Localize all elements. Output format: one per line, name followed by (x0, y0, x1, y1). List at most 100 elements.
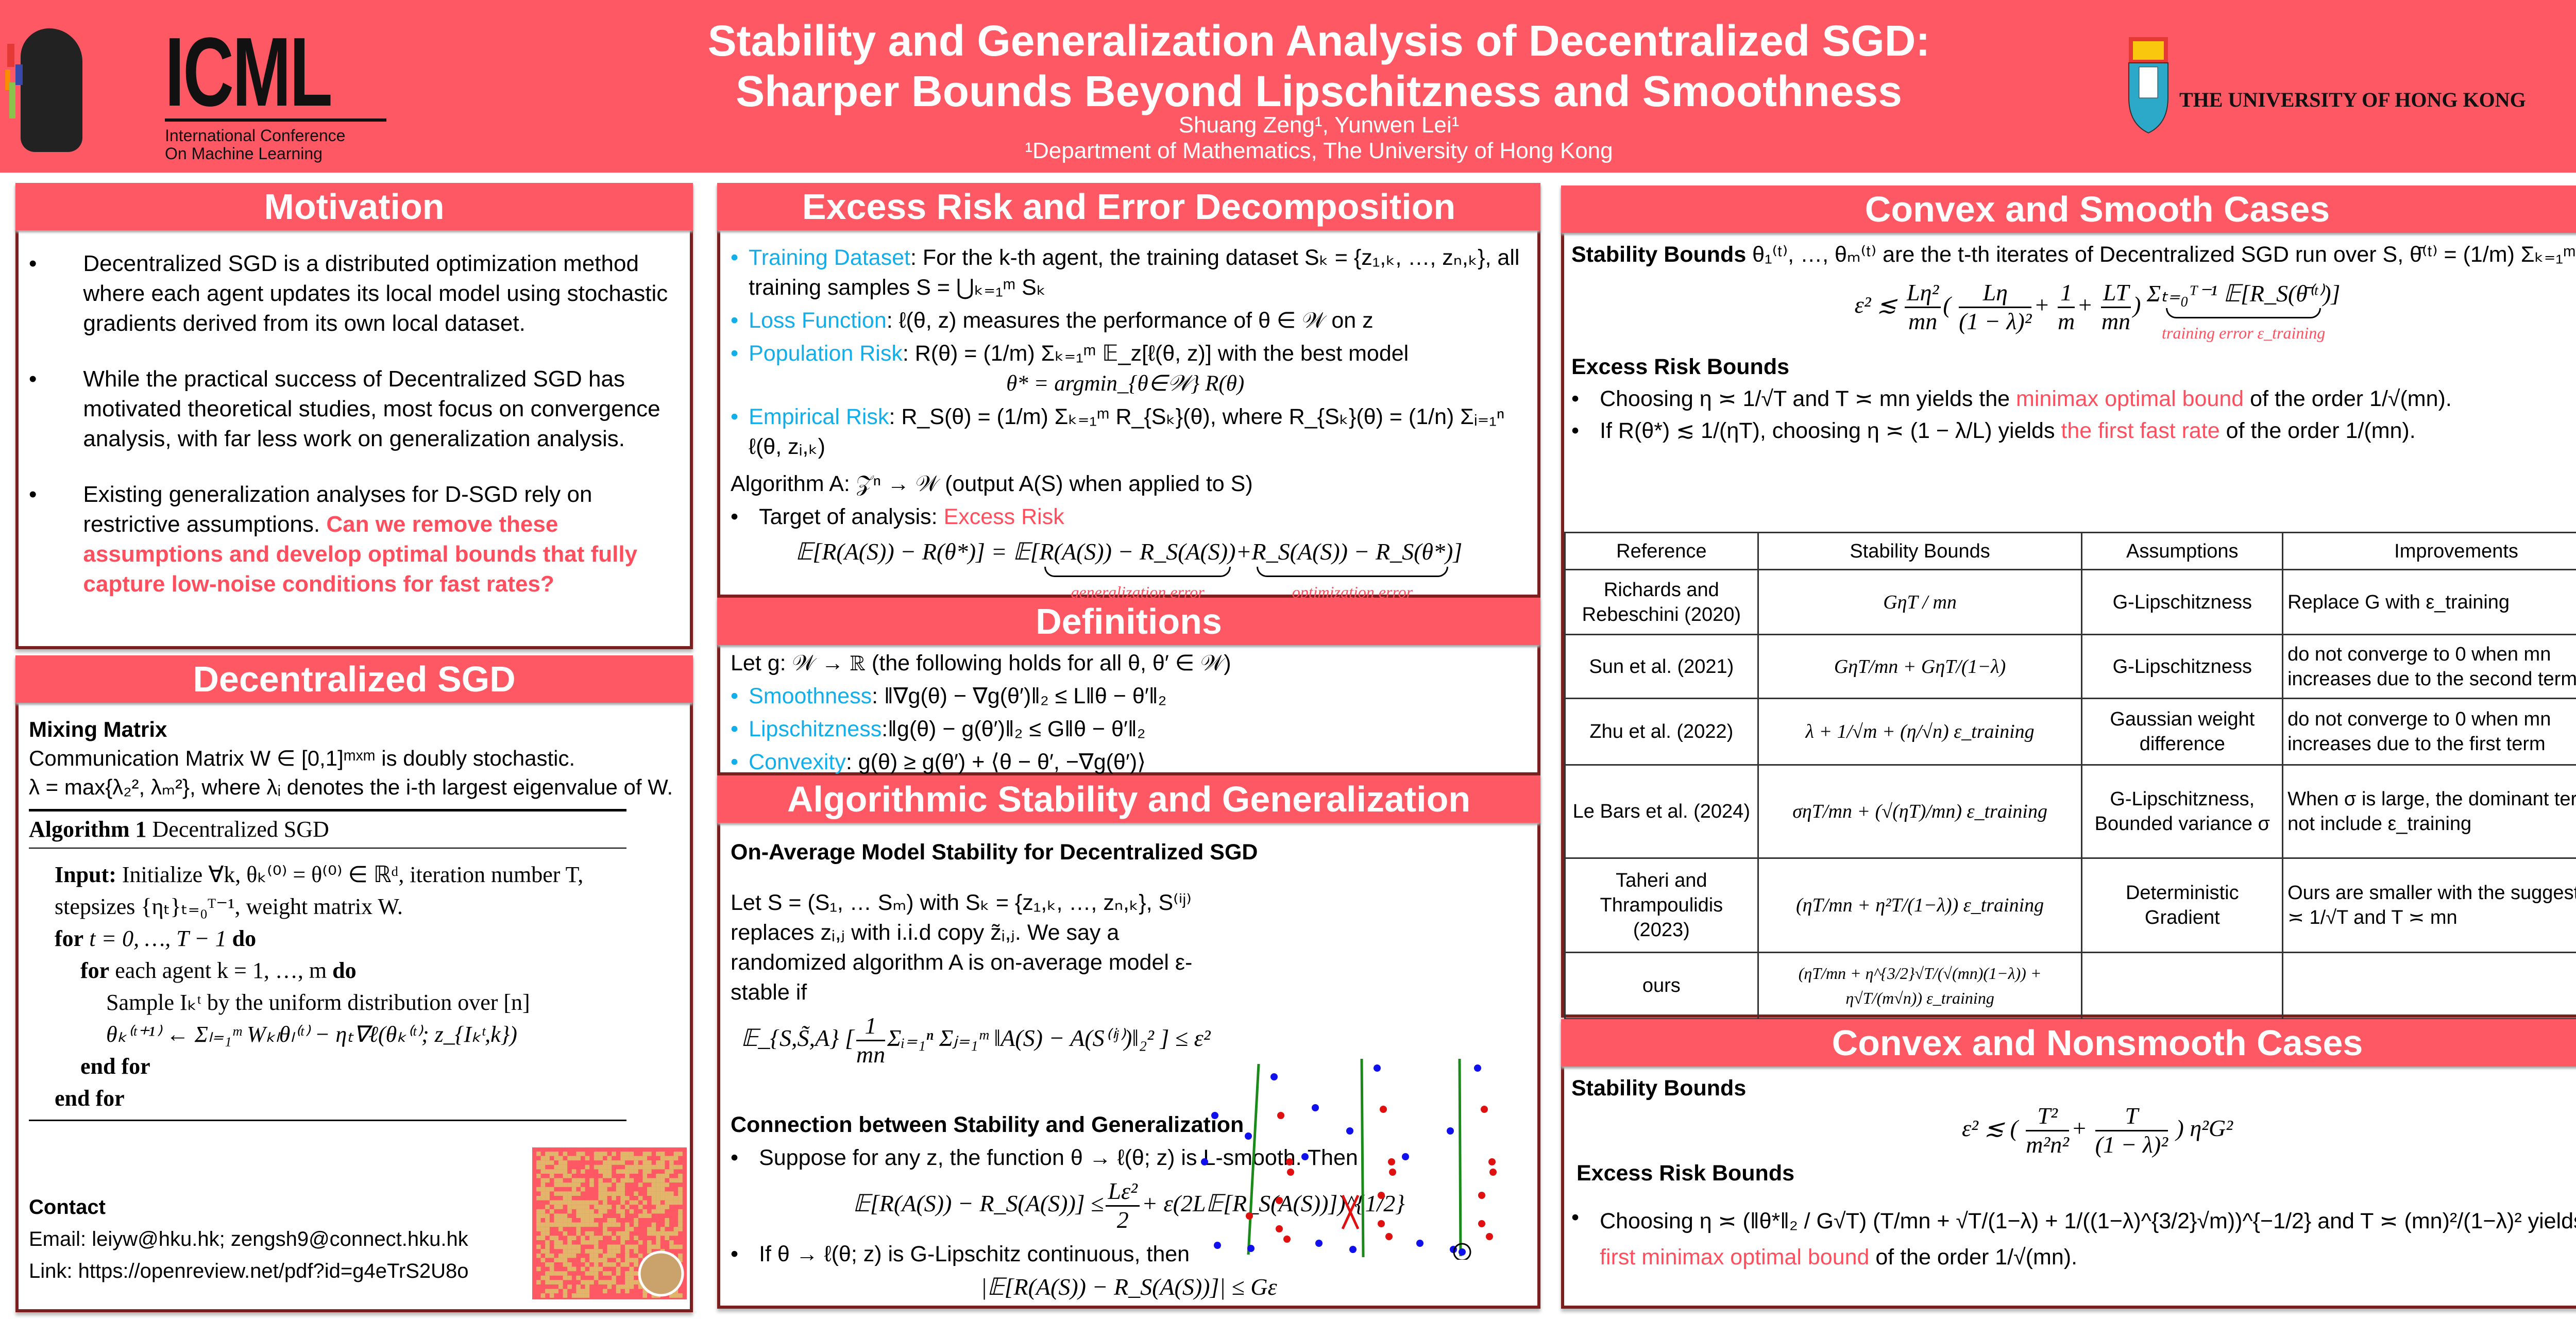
qr-module (616, 1187, 621, 1192)
qr-module (638, 1164, 643, 1170)
qr-module (549, 1253, 554, 1258)
mixing-matrix-text: Communication Matrix W ∈ [0,1]ᵐˣᵐ is dou… (29, 746, 575, 770)
qr-module (594, 1222, 599, 1227)
qr-module (616, 1222, 621, 1227)
qr-module (540, 1178, 546, 1183)
hku-crest-icon (2128, 37, 2168, 134)
qr-module (678, 1196, 683, 1200)
qr-module (554, 1164, 558, 1170)
qr-module (678, 1209, 683, 1214)
section-title: Motivation (15, 183, 693, 230)
qr-module (656, 1191, 660, 1196)
qr-module (678, 1174, 683, 1178)
qr-module (638, 1182, 643, 1187)
qr-module (576, 1231, 581, 1236)
qr-module (536, 1160, 541, 1165)
email[interactable]: Email: leiyw@hku.hk; zengsh9@connect.hku… (29, 1228, 468, 1250)
qr-module (625, 1249, 630, 1254)
qr-module (536, 1253, 541, 1258)
qr-module (567, 1191, 572, 1196)
qr-module (558, 1164, 563, 1170)
table-row: Le Bars et al. (2024) σηT/mn + (√(ηT)/mn)… (1564, 764, 2576, 859)
qr-module (678, 1244, 683, 1249)
qr-module (540, 1222, 546, 1227)
qr-module (571, 1266, 577, 1272)
qr-module (673, 1244, 679, 1249)
list-item: • Lipschitzness:‖g(θ) − g(θ′)‖₂ ≤ G‖θ − θ… (731, 717, 1146, 741)
qr-module (607, 1253, 612, 1258)
qr-module (625, 1258, 630, 1262)
qr-module (660, 1160, 665, 1165)
qr-module (598, 1266, 603, 1272)
qr-module (598, 1152, 603, 1156)
qr-module (665, 1156, 669, 1161)
qr-module (616, 1258, 621, 1262)
qr-module (589, 1266, 594, 1272)
qr-module (549, 1222, 554, 1227)
section-title: Convex and Nonsmooth Cases (1561, 1019, 2576, 1067)
qr-module (563, 1152, 568, 1156)
table-header-row: Reference Stability Bounds Assumptions Impr… (1564, 532, 2576, 570)
qr-module (540, 1258, 546, 1262)
qr-module (634, 1164, 638, 1170)
qr-module (545, 1222, 550, 1227)
qr-module (585, 1231, 590, 1236)
qr-module (629, 1275, 634, 1280)
qr-module (665, 1200, 669, 1205)
qr-module (634, 1258, 638, 1262)
section-title: Definitions (717, 598, 1540, 645)
qr-module (651, 1187, 656, 1192)
stability-illustration (1201, 1058, 1497, 1260)
qr-module (549, 1236, 554, 1240)
section-title: Excess Risk and Error Decomposition (717, 183, 1540, 230)
list-item: • Suppose for any z, the function θ → ℓ(θ… (731, 1145, 1358, 1170)
qr-module (581, 1187, 585, 1192)
qr-module (576, 1284, 581, 1289)
section-title: Algorithmic Stability and Generalization (717, 775, 1540, 823)
qr-module (612, 1191, 616, 1196)
qr-module (665, 1205, 669, 1209)
qr-module (589, 1236, 594, 1240)
list-item: • Existing generalization analyses for D-… (29, 482, 638, 597)
qr-module (554, 1240, 558, 1245)
paper-link[interactable]: Link: https://openreview.net/pdf?id=g4eT… (29, 1260, 469, 1282)
qr-module (585, 1249, 590, 1254)
list-item: • Population Risk: R(θ) = (1/m) Σₖ₌₁ᵐ 𝔼_z… (731, 341, 1409, 396)
icml-subtitle: On Machine Learning (165, 144, 323, 163)
qr-module (629, 1169, 634, 1174)
qr-module (581, 1218, 585, 1223)
qr-module (567, 1222, 572, 1227)
list-item: • Choosing η ≍ 1/√T and T ≍ mn yields the… (1571, 386, 2452, 411)
qr-module (629, 1244, 634, 1249)
qr-module (665, 1191, 669, 1196)
qr-module (678, 1200, 683, 1205)
qr-module (567, 1244, 572, 1249)
qr-module (607, 1218, 612, 1223)
icml-logo: ICML International Conference On Machine… (5, 21, 397, 163)
qr-module (616, 1160, 621, 1165)
qr-module (642, 1200, 647, 1205)
qr-module (660, 1227, 665, 1231)
qr-module (567, 1182, 572, 1187)
qr-module (585, 1289, 590, 1294)
qr-module (620, 1156, 625, 1161)
qr-module (581, 1266, 585, 1272)
qr-module (563, 1271, 568, 1276)
qr-module (673, 1156, 679, 1161)
qr-module (603, 1209, 607, 1214)
qr-module (540, 1160, 546, 1165)
qr-module (629, 1227, 634, 1231)
affiliation: ¹Department of Mathematics, The Universi… (1025, 138, 1613, 163)
qr-module (678, 1191, 683, 1196)
qr-module (607, 1262, 612, 1267)
qr-code[interactable] (532, 1147, 687, 1299)
qr-module (603, 1160, 607, 1165)
qr-module (576, 1244, 581, 1249)
qr-module (540, 1293, 546, 1298)
qr-module (660, 1152, 665, 1156)
qr-module (673, 1293, 679, 1298)
qr-module (669, 1231, 674, 1236)
qr-module (545, 1213, 550, 1218)
qr-module (567, 1236, 572, 1240)
poster-title: Sharper Bounds Beyond Lipschitzness and … (736, 67, 1902, 115)
